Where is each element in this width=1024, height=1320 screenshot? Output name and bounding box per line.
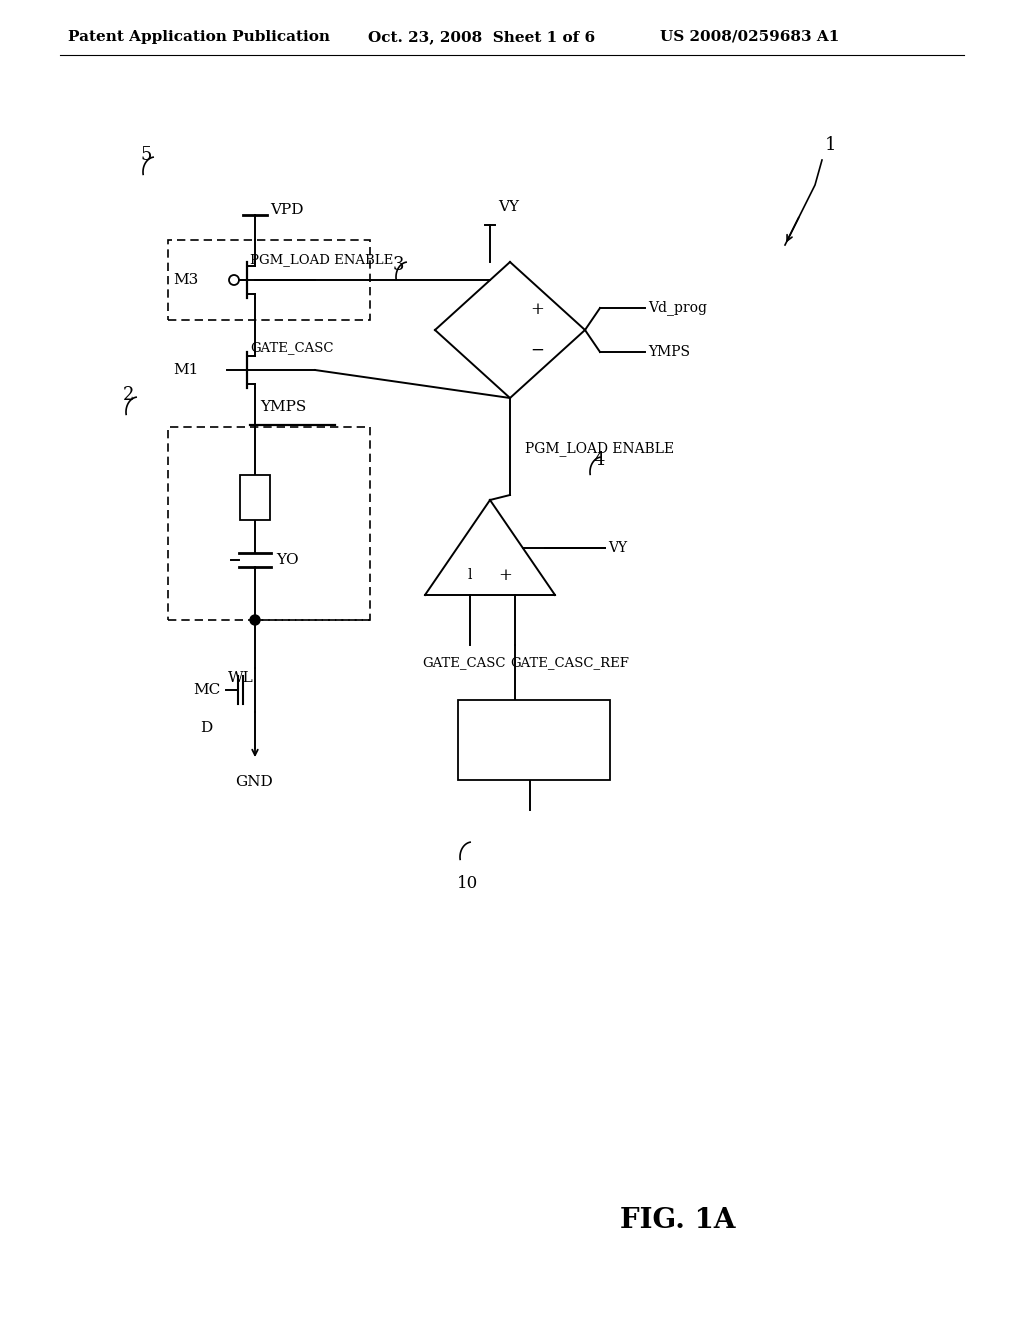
Text: 4: 4 — [594, 451, 605, 469]
Text: MC: MC — [193, 682, 220, 697]
Text: YO: YO — [276, 553, 299, 568]
Text: GND: GND — [234, 775, 272, 789]
Text: VPD: VPD — [270, 203, 303, 216]
Text: M3: M3 — [173, 273, 199, 286]
Circle shape — [250, 615, 260, 624]
Text: Vd_prog: Vd_prog — [648, 301, 707, 315]
Text: GATE_CASC: GATE_CASC — [422, 656, 506, 669]
Text: PGM_LOAD ENABLE: PGM_LOAD ENABLE — [250, 253, 393, 267]
Text: YMPS: YMPS — [260, 400, 306, 414]
Text: Circuit: Circuit — [510, 743, 558, 756]
Text: VY: VY — [498, 201, 519, 214]
Text: 2: 2 — [123, 385, 134, 404]
Text: FIG. 1A: FIG. 1A — [620, 1206, 735, 1233]
Text: 5: 5 — [140, 147, 152, 164]
Bar — [168, 426, 370, 620]
Text: l: l — [468, 568, 472, 582]
Text: GATE_CASC: GATE_CASC — [250, 342, 334, 355]
Bar — [168, 240, 370, 319]
Text: Oct. 23, 2008  Sheet 1 of 6: Oct. 23, 2008 Sheet 1 of 6 — [368, 30, 595, 44]
Text: +: + — [530, 301, 544, 318]
Text: 1: 1 — [825, 136, 837, 154]
Bar — [458, 700, 610, 780]
Text: −: − — [530, 342, 544, 359]
Text: 3: 3 — [393, 256, 404, 275]
Text: YMPS: YMPS — [648, 345, 690, 359]
Text: Patent Application Publication: Patent Application Publication — [68, 30, 330, 44]
Text: Programming: Programming — [485, 723, 583, 737]
Text: WL: WL — [228, 671, 254, 685]
Text: US 2008/0259683 A1: US 2008/0259683 A1 — [660, 30, 840, 44]
Bar — [240, 475, 270, 520]
Text: PGM_LOAD ENABLE: PGM_LOAD ENABLE — [525, 442, 674, 457]
Text: +: + — [498, 566, 512, 583]
Text: GATE_CASC_REF: GATE_CASC_REF — [510, 656, 629, 669]
Text: VY: VY — [608, 541, 627, 554]
Text: D: D — [200, 721, 212, 735]
Text: 10: 10 — [457, 874, 478, 891]
Text: M1: M1 — [173, 363, 199, 378]
